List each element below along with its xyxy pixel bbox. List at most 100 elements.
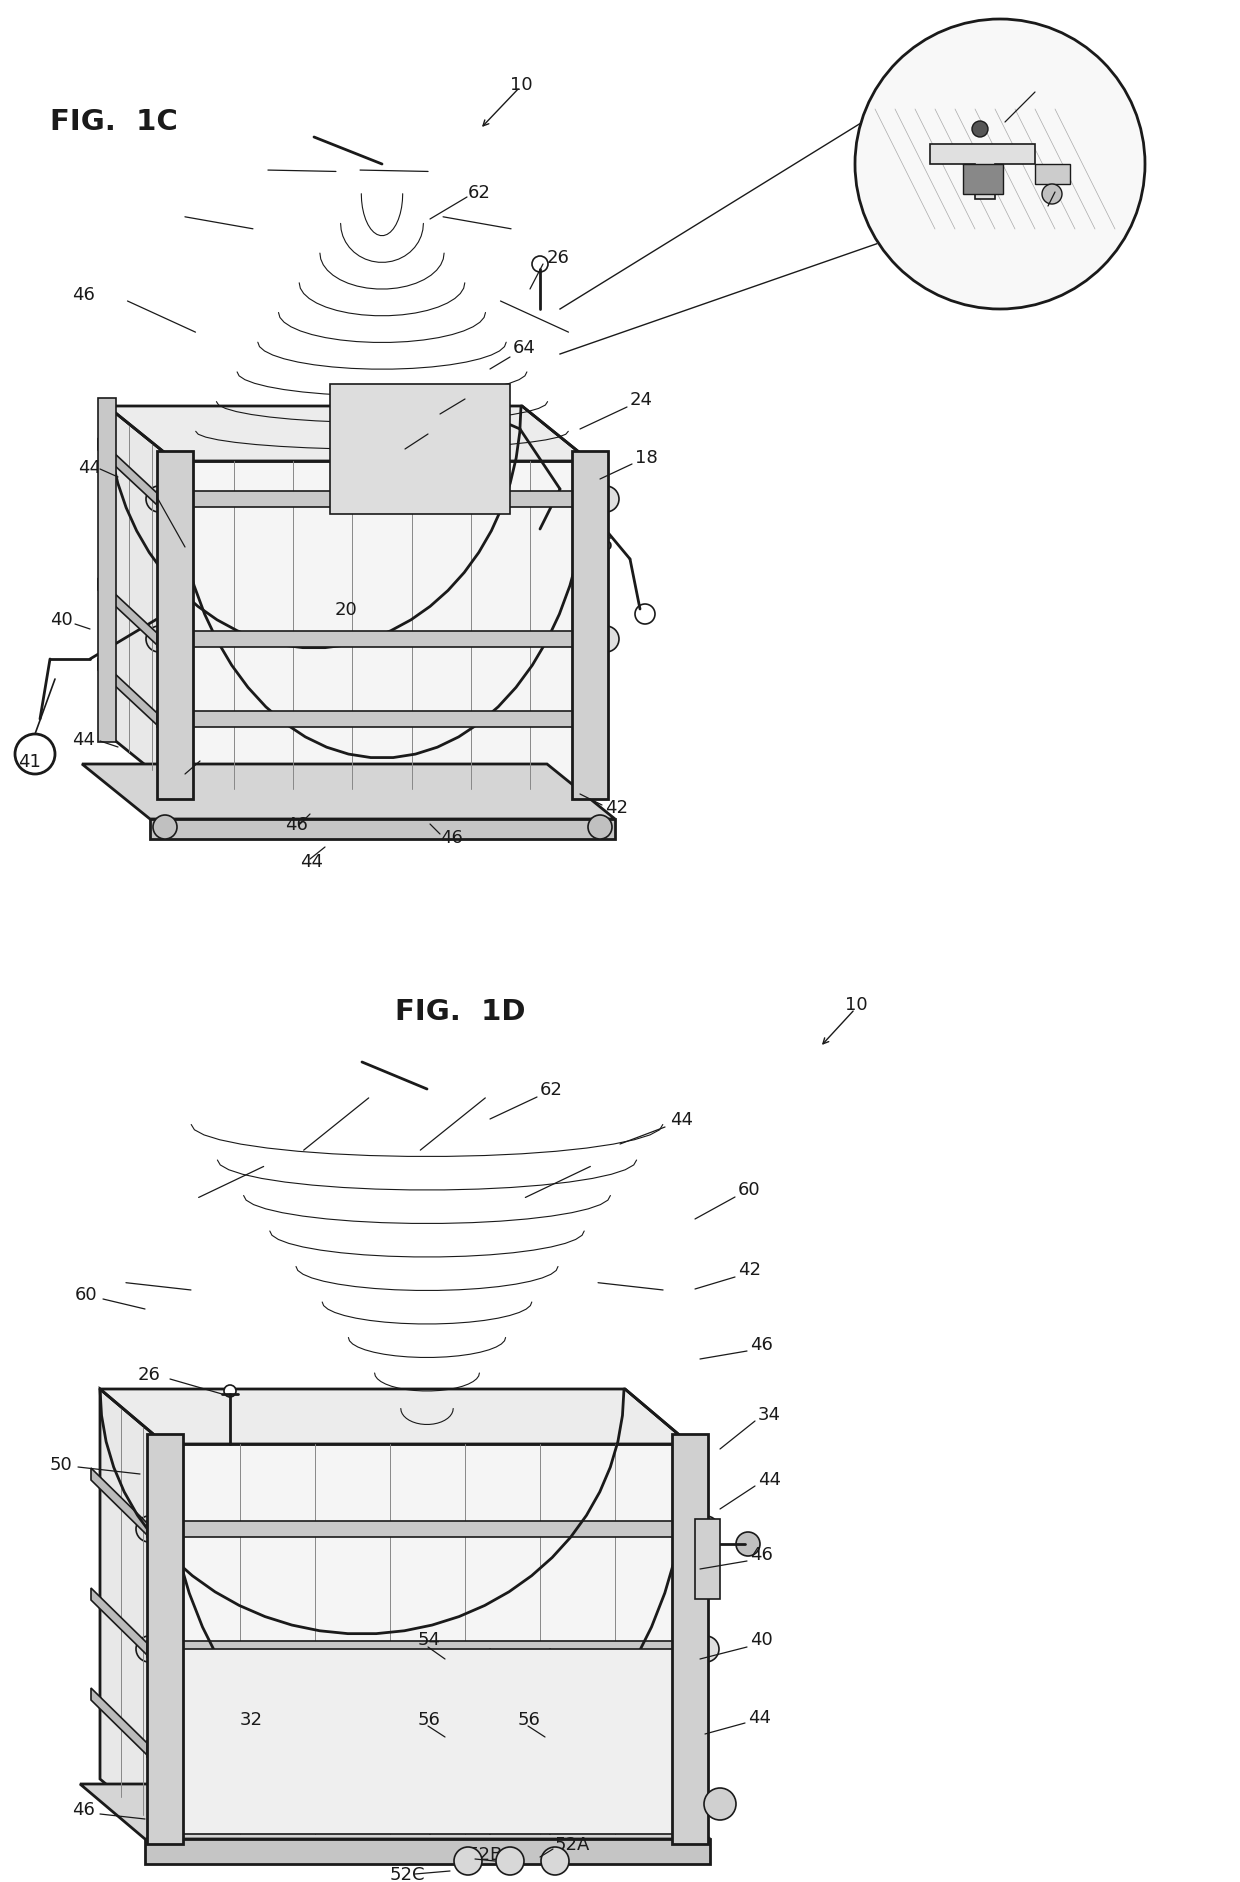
Text: 18: 18 xyxy=(1052,203,1073,222)
Polygon shape xyxy=(165,1443,689,1835)
Circle shape xyxy=(136,1635,162,1662)
Polygon shape xyxy=(98,439,157,506)
Text: 32: 32 xyxy=(241,1711,263,1728)
Text: 44: 44 xyxy=(758,1470,781,1489)
Polygon shape xyxy=(98,578,157,646)
Text: 42: 42 xyxy=(605,798,627,817)
Text: 22: 22 xyxy=(467,384,491,401)
Text: 60: 60 xyxy=(738,1180,760,1199)
Text: 44: 44 xyxy=(78,459,100,476)
Polygon shape xyxy=(100,1389,689,1443)
Polygon shape xyxy=(98,659,157,726)
Text: 46: 46 xyxy=(72,1799,95,1818)
Polygon shape xyxy=(100,1389,165,1835)
Circle shape xyxy=(593,627,619,653)
Polygon shape xyxy=(145,1839,711,1863)
Polygon shape xyxy=(91,1468,148,1536)
Circle shape xyxy=(224,1385,236,1396)
Polygon shape xyxy=(91,1588,148,1654)
Text: 26: 26 xyxy=(547,248,570,267)
Circle shape xyxy=(704,1788,737,1820)
Polygon shape xyxy=(930,145,1035,199)
Text: FIG.  1C: FIG. 1C xyxy=(50,107,177,136)
Circle shape xyxy=(972,122,988,137)
Circle shape xyxy=(593,487,619,512)
Circle shape xyxy=(737,1532,760,1556)
Text: 44: 44 xyxy=(300,853,322,871)
Circle shape xyxy=(588,815,613,839)
Text: 26: 26 xyxy=(138,1364,161,1383)
Text: 44: 44 xyxy=(72,730,95,749)
Text: 46: 46 xyxy=(440,828,463,847)
Polygon shape xyxy=(150,819,615,839)
Polygon shape xyxy=(82,764,615,819)
Circle shape xyxy=(532,256,548,273)
Text: 56: 56 xyxy=(518,1711,541,1728)
Text: 62: 62 xyxy=(539,1080,563,1099)
Text: 34: 34 xyxy=(758,1406,781,1423)
Polygon shape xyxy=(672,1434,708,1844)
Text: FIG.  1D: FIG. 1D xyxy=(394,997,526,1026)
Circle shape xyxy=(541,1846,569,1874)
Text: 46: 46 xyxy=(750,1336,773,1353)
Polygon shape xyxy=(157,452,193,800)
Polygon shape xyxy=(157,491,608,508)
Text: 42: 42 xyxy=(738,1261,761,1278)
Text: 20: 20 xyxy=(335,600,358,619)
Text: 50: 50 xyxy=(170,768,192,787)
Text: 64: 64 xyxy=(513,339,536,358)
Text: 62: 62 xyxy=(467,184,491,201)
Text: 46: 46 xyxy=(590,536,613,553)
Circle shape xyxy=(146,627,172,653)
Text: 40: 40 xyxy=(750,1630,773,1649)
Circle shape xyxy=(136,1517,162,1541)
Circle shape xyxy=(693,1635,719,1662)
Polygon shape xyxy=(148,1741,708,1758)
Text: 52A: 52A xyxy=(556,1835,590,1854)
Circle shape xyxy=(146,487,172,512)
Polygon shape xyxy=(148,1434,184,1844)
Text: 60: 60 xyxy=(167,538,191,557)
Polygon shape xyxy=(81,1784,711,1839)
Text: 20: 20 xyxy=(1040,75,1061,94)
Polygon shape xyxy=(148,1641,708,1658)
Polygon shape xyxy=(963,166,1003,196)
Text: 24: 24 xyxy=(630,391,653,408)
Text: 52B: 52B xyxy=(467,1844,503,1863)
Text: 18: 18 xyxy=(635,448,657,467)
Circle shape xyxy=(153,815,177,839)
Text: 46: 46 xyxy=(72,286,95,303)
Polygon shape xyxy=(157,632,608,647)
Circle shape xyxy=(15,734,55,775)
Polygon shape xyxy=(91,1688,148,1756)
Circle shape xyxy=(1042,184,1061,205)
Polygon shape xyxy=(107,407,590,461)
Polygon shape xyxy=(157,711,608,728)
Circle shape xyxy=(454,1846,482,1874)
Circle shape xyxy=(693,1517,719,1541)
Text: 10: 10 xyxy=(844,996,868,1014)
Polygon shape xyxy=(170,1649,684,1835)
Circle shape xyxy=(496,1846,525,1874)
Text: 66: 66 xyxy=(430,420,453,437)
Text: 54: 54 xyxy=(418,1630,441,1649)
Text: 44: 44 xyxy=(748,1709,771,1726)
Circle shape xyxy=(635,604,655,625)
Text: 46: 46 xyxy=(285,815,308,834)
Circle shape xyxy=(856,21,1145,311)
Text: 46: 46 xyxy=(750,1545,773,1564)
Polygon shape xyxy=(175,461,590,790)
Text: 40: 40 xyxy=(50,610,73,629)
Text: 52C: 52C xyxy=(391,1865,425,1882)
Polygon shape xyxy=(98,399,117,743)
Polygon shape xyxy=(107,407,175,790)
Text: 50: 50 xyxy=(50,1455,73,1474)
Text: 56: 56 xyxy=(418,1711,441,1728)
Polygon shape xyxy=(572,452,608,800)
Polygon shape xyxy=(694,1519,720,1600)
Polygon shape xyxy=(148,1521,708,1538)
Text: 60: 60 xyxy=(74,1285,98,1304)
Text: 10: 10 xyxy=(510,75,533,94)
Text: 41: 41 xyxy=(19,753,41,770)
Polygon shape xyxy=(1035,166,1070,184)
